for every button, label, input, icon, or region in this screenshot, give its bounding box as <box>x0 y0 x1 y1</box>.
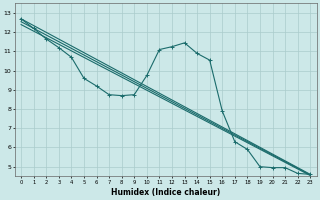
X-axis label: Humidex (Indice chaleur): Humidex (Indice chaleur) <box>111 188 220 197</box>
